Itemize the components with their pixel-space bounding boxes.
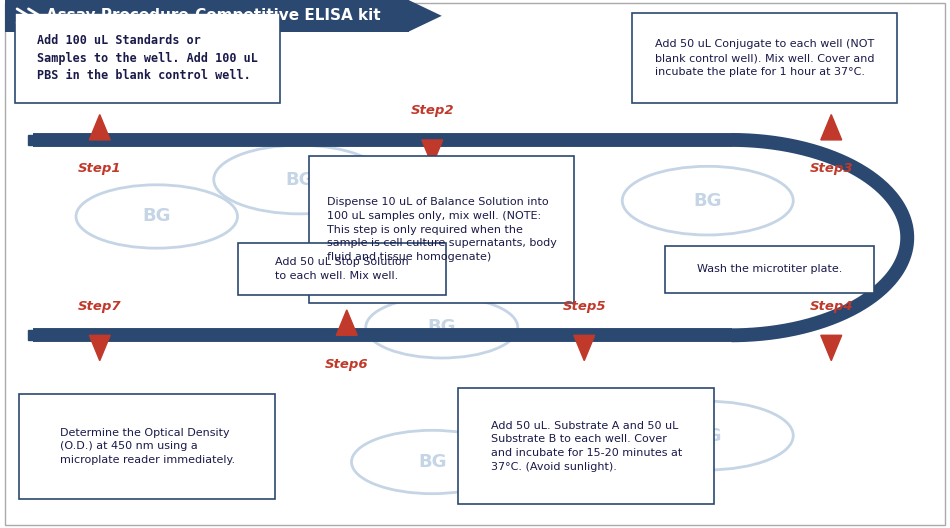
FancyBboxPatch shape [14,13,280,102]
Polygon shape [89,335,110,361]
Text: BG: BG [694,192,722,210]
FancyBboxPatch shape [665,246,874,293]
Polygon shape [574,335,595,361]
Text: Step4: Step4 [809,300,853,313]
Text: Step7: Step7 [78,300,122,313]
Text: Dispense 10 uL of Balance Solution into
100 uL samples only, mix well. (NOTE:
Th: Dispense 10 uL of Balance Solution into … [327,197,557,262]
Text: Add 50 uL Stop Solution
to each well. Mix well.: Add 50 uL Stop Solution to each well. Mi… [276,258,408,281]
Text: Determine the Optical Density
(O.D.) at 450 nm using a
microplate reader immedia: Determine the Optical Density (O.D.) at … [60,428,235,465]
Text: Assay Procedure-Competitive ELISA kit: Assay Procedure-Competitive ELISA kit [46,8,380,23]
Text: Step1: Step1 [78,163,122,175]
Text: Wash the microtiter plate.: Wash the microtiter plate. [696,265,843,274]
Text: BG: BG [694,427,722,445]
FancyBboxPatch shape [19,394,275,498]
FancyBboxPatch shape [458,389,714,504]
FancyBboxPatch shape [633,13,897,102]
Polygon shape [821,335,842,361]
Polygon shape [422,140,443,165]
Text: BG: BG [285,171,314,188]
Polygon shape [821,115,842,140]
Text: BG: BG [428,318,456,336]
Text: BG: BG [142,208,171,225]
FancyBboxPatch shape [238,243,446,296]
Text: Add 100 uL Standards or
Samples to the well. Add 100 uL
PBS in the blank control: Add 100 uL Standards or Samples to the w… [37,34,257,82]
Polygon shape [89,115,110,140]
Polygon shape [408,0,442,32]
Text: Add 50 uL Conjugate to each well (NOT
blank control well). Mix well. Cover and
i: Add 50 uL Conjugate to each well (NOT bl… [655,40,875,77]
Bar [5,0,408,32]
Text: Add 50 uL. Substrate A and 50 uL
Substrate B to each well. Cover
and incubate fo: Add 50 uL. Substrate A and 50 uL Substra… [490,421,682,472]
Text: BG: BG [418,453,446,471]
Text: Step2: Step2 [410,105,454,117]
Polygon shape [336,310,357,335]
Text: Step3: Step3 [809,163,853,175]
Text: Step6: Step6 [325,358,369,371]
Text: Step5: Step5 [562,300,606,313]
FancyBboxPatch shape [310,156,574,303]
